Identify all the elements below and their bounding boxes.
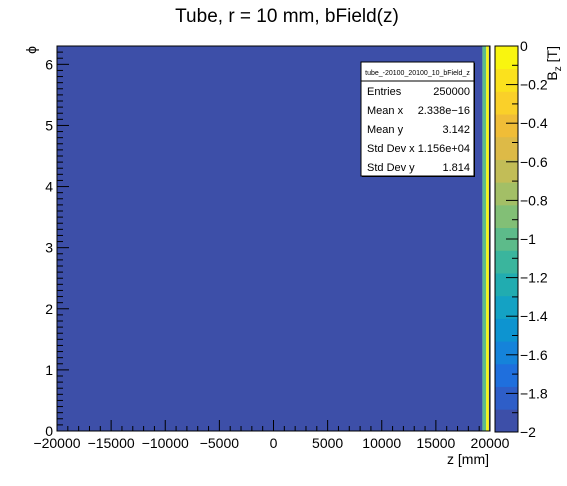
color-bar-segment [495,386,518,410]
z-tick-label: −1.4 [520,308,548,324]
y-tick-label: 1 [45,362,53,378]
color-bar-segment [495,68,518,92]
z-tick-label: −0.4 [520,115,548,131]
z-tick-label: 0 [520,38,528,54]
stats-row-value: 250000 [433,86,470,98]
x-tick-label: 20000 [471,435,510,451]
heatmap-cell [482,46,487,431]
z-axis-label-sub: z [553,66,564,71]
x-tick-label: 5000 [312,435,343,451]
stats-box-frame [360,61,475,177]
stats-row-label: Std Dev y [367,162,415,174]
stats-row-label: Entries [367,86,402,98]
y-axis: 0 1 2 3 4 5 6 [45,51,69,439]
z-tick-label: −1.2 [520,270,548,286]
color-bar-segment [495,318,518,342]
y-tick-label: 0 [45,423,53,439]
stats-row-label: Mean y [367,124,404,136]
z-axis-label-main: B [544,71,560,80]
x-axis: −20000 −15000 −10000 −5000 0 5000 10000 15000 20… [33,420,510,451]
stats-row-value: 1.156e+04 [418,143,470,155]
color-bar-segment [495,273,518,297]
y-tick-label: 2 [45,301,53,317]
y-tick-label: 6 [45,56,53,72]
color-bar-segment [495,250,518,274]
x-tick-label: −5000 [200,435,240,451]
chart-title: Tube, r = 10 mm, bField(z) [175,6,399,27]
color-bar-segment [495,114,518,138]
x-tick-label: 10000 [362,435,401,451]
stats-row-value: 2.338e−16 [418,105,470,117]
z-tick-label: −0.2 [520,77,548,93]
color-bar-segment [495,341,518,365]
z-tick-label: −1.8 [520,385,548,401]
x-tick-label: −20000 [33,435,80,451]
stats-row-value: 1.814 [442,162,470,174]
color-bar-segment [495,46,518,70]
z-tick-label: −0.8 [520,192,548,208]
z-tick-label: −2 [520,424,536,440]
z-tick-label: −1 [520,231,536,247]
color-bar-segment [495,136,518,160]
z-tick-label: −1.6 [520,347,548,363]
color-bar-segment [495,159,518,183]
stats-box-title: tube_-20100_20100_10_bField_z [365,70,470,77]
x-tick-label: 0 [270,435,278,451]
svg-text:Bz [T]: Bz [T] [544,46,564,81]
color-bar-segment [495,295,518,319]
z-axis-label-unit: [T] [544,46,560,66]
y-tick-label: 3 [45,240,53,256]
z-axis-label: Bz [T] [544,46,564,81]
x-tick-label: −10000 [142,435,189,451]
stats-box: tube_-20100_20100_10_bField_z Entries 2500… [360,61,475,177]
x-axis-label: z [mm] [447,451,489,467]
color-bar-segment [495,409,518,433]
color-bar [494,45,519,433]
y-tick-label: 5 [45,117,53,133]
z-tick-label: −0.6 [520,154,548,170]
color-bar-segment [495,182,518,206]
color-bar-segment [495,91,518,115]
heatmap-cell [486,46,489,431]
x-tick-label: −15000 [88,435,135,451]
stats-row-label: Std Dev x [367,143,415,155]
color-bar-segment [495,363,518,387]
z-axis: 0 −0.2 −0.4 −0.6 −0.8 −1 −1.2 −1.4 −1.6 −1.8 −2 [506,38,548,440]
color-bar-segment [495,204,518,229]
x-tick-label: 15000 [416,435,455,451]
y-axis-label: ϕ [23,46,39,54]
stats-row-value: 3.142 [442,124,470,136]
stats-row-label: Mean x [367,105,404,117]
y-tick-label: 4 [45,179,53,195]
heatmap-cell [488,46,490,431]
